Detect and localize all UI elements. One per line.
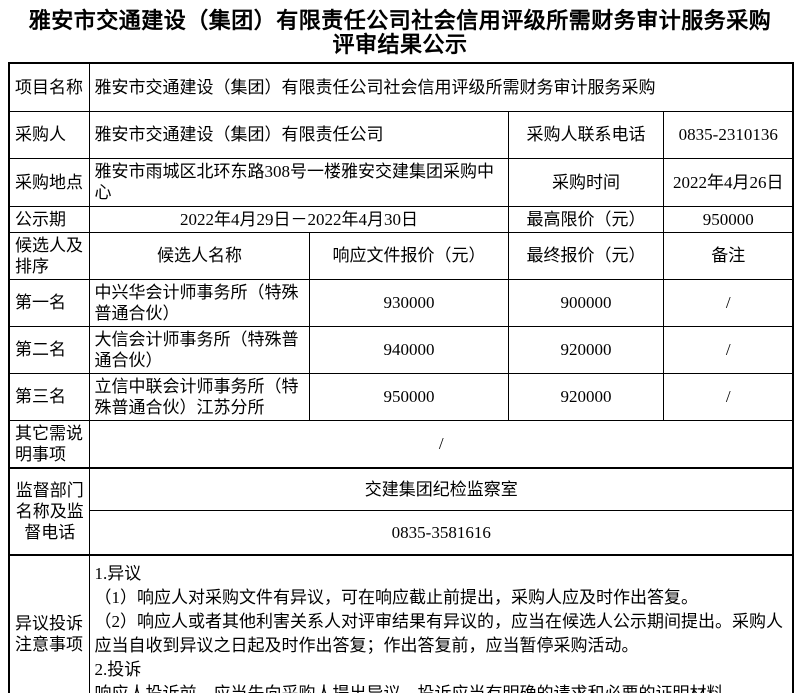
page-title-line1: 雅安市交通建设（集团）有限责任公司社会信用评级所需财务审计服务采购 — [28, 8, 772, 33]
location-label: 采购地点 — [8, 157, 90, 207]
supervision-label: 监督部门名称及监督电话 — [8, 466, 90, 555]
candidate-2-rank: 第二名 — [8, 325, 90, 374]
candidate-2-bid: 940000 — [308, 325, 509, 374]
candidate-3-final: 920000 — [507, 372, 664, 421]
publicity-value: 2022年4月29日－2022年4月30日 — [88, 205, 509, 233]
max-price-label: 最高限价（元） — [507, 205, 664, 233]
buyer-label: 采购人 — [8, 110, 90, 159]
project-value: 雅安市交通建设（集团）有限责任公司社会信用评级所需财务审计服务采购 — [88, 62, 794, 112]
supervision-department: 交建集团纪检监察室 — [88, 466, 794, 511]
objection-paragraph-3: （2）响应人或者其他利害关系人对评审结果有异议的，应当在候选人公示期间提出。采购… — [94, 611, 784, 655]
publicity-row: 公示期 2022年4月29日－2022年4月30日 最高限价（元） 950000 — [8, 205, 794, 233]
project-label: 项目名称 — [8, 62, 90, 112]
candidates-header-row: 候选人及排序 候选人名称 响应文件报价（元） 最终报价（元） 备注 — [8, 231, 794, 280]
candidate-1-final: 900000 — [507, 278, 664, 327]
objection-paragraph-1: 1.异议 — [94, 563, 142, 583]
objection-paragraph-4: 2.投诉 — [94, 659, 142, 679]
purchase-time-label: 采购时间 — [507, 157, 664, 207]
other-notes-label: 其它需说明事项 — [8, 419, 90, 468]
candidate-1-name: 中兴华会计师事务所（特殊普通合伙） — [88, 278, 310, 327]
candidate-row-2: 第二名 大信会计师事务所（特殊普通合伙） 940000 920000 / — [8, 325, 794, 374]
candidates-label: 候选人及排序 — [8, 231, 90, 280]
objection-label: 异议投诉注意事项 — [8, 553, 90, 693]
candidate-3-bid: 950000 — [308, 372, 509, 421]
candidate-3-note: / — [662, 372, 794, 421]
candidates-header-final: 最终报价（元） — [507, 231, 664, 280]
buyer-row: 采购人 雅安市交通建设（集团）有限责任公司 采购人联系电话 0835-23101… — [8, 110, 794, 159]
objection-row: 异议投诉注意事项 1.异议 （1）响应人对采购文件有异议，可在响应截止前提出，采… — [8, 553, 794, 693]
candidate-row-1: 第一名 中兴华会计师事务所（特殊普通合伙） 930000 900000 / — [8, 278, 794, 327]
objection-paragraph-2: （1）响应人对采购文件有异议，可在响应截止前提出，采购人应及时作出答复。 — [94, 587, 699, 607]
candidate-2-final: 920000 — [507, 325, 664, 374]
project-row: 项目名称 雅安市交通建设（集团）有限责任公司社会信用评级所需财务审计服务采购 — [8, 62, 794, 112]
supervision-phone-row: 0835-3581616 — [9, 510, 794, 555]
location-row: 采购地点 雅安市雨城区北环东路308号一楼雅安交建集团采购中心 采购时间 202… — [8, 157, 794, 207]
buyer-value: 雅安市交通建设（集团）有限责任公司 — [88, 110, 509, 159]
candidate-row-3: 第三名 立信中联会计师事务所（特殊普通合伙）江苏分所 950000 920000… — [8, 372, 794, 421]
other-notes-row: 其它需说明事项 / — [8, 419, 794, 468]
max-price-value: 950000 — [662, 205, 794, 233]
candidate-1-note: / — [662, 278, 794, 327]
candidate-2-note: / — [662, 325, 794, 374]
supervision-phone: 0835-3581616 — [88, 510, 794, 555]
candidates-header-bid: 响应文件报价（元） — [308, 231, 509, 280]
candidate-1-rank: 第一名 — [8, 278, 90, 327]
buyer-phone-value: 0835-2310136 — [662, 110, 794, 159]
page-title: 雅安市交通建设（集团）有限责任公司社会信用评级所需财务审计服务采购 评审结果公示 — [0, 0, 800, 57]
objection-content: 1.异议 （1）响应人对采购文件有异议，可在响应截止前提出，采购人应及时作出答复… — [88, 553, 794, 693]
page-title-line2: 评审结果公示 — [332, 32, 468, 57]
publicity-label: 公示期 — [8, 205, 90, 233]
results-table: 项目名称 雅安市交通建设（集团）有限责任公司社会信用评级所需财务审计服务采购 采… — [8, 62, 794, 693]
candidates-header-name: 候选人名称 — [88, 231, 310, 280]
supervision-row: 监督部门名称及监督电话 交建集团纪检监察室 — [8, 466, 794, 555]
buyer-phone-label: 采购人联系电话 — [507, 110, 664, 159]
candidate-2-name: 大信会计师事务所（特殊普通合伙） — [88, 325, 310, 374]
other-notes-value: / — [88, 419, 794, 468]
location-value: 雅安市雨城区北环东路308号一楼雅安交建集团采购中心 — [88, 157, 509, 207]
candidates-header-note: 备注 — [662, 231, 794, 280]
candidate-3-rank: 第三名 — [8, 372, 90, 421]
purchase-time-value: 2022年4月26日 — [662, 157, 794, 207]
candidate-3-name: 立信中联会计师事务所（特殊普通合伙）江苏分所 — [88, 372, 310, 421]
candidate-1-bid: 930000 — [308, 278, 509, 327]
objection-paragraph-5: 响应人投诉前，应当先向采购人提出异议。投诉应当有明确的请求和必要的证明材料。 — [94, 683, 741, 693]
